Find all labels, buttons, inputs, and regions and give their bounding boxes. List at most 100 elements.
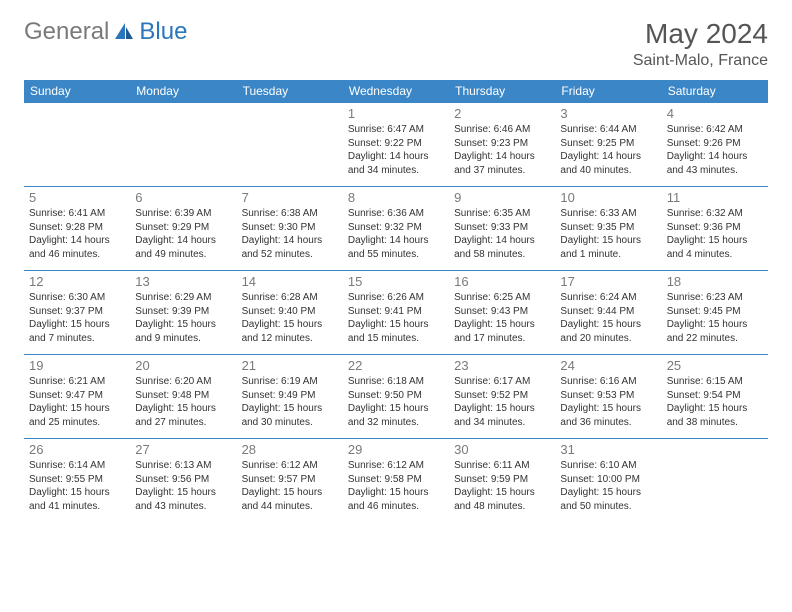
daylight-text: Daylight: 15 hours and 17 minutes. (454, 318, 550, 345)
calendar-cell: 13Sunrise: 6:29 AMSunset: 9:39 PMDayligh… (130, 271, 236, 355)
calendar-cell: 7Sunrise: 6:38 AMSunset: 9:30 PMDaylight… (237, 187, 343, 271)
sail-icon (113, 21, 135, 43)
sunset-text: Sunset: 9:53 PM (560, 389, 656, 403)
sunrise-text: Sunrise: 6:16 AM (560, 375, 656, 389)
sunrise-text: Sunrise: 6:29 AM (135, 291, 231, 305)
sunset-text: Sunset: 9:48 PM (135, 389, 231, 403)
day-number: 18 (667, 274, 763, 289)
calendar-cell (237, 103, 343, 187)
sunrise-text: Sunrise: 6:13 AM (135, 459, 231, 473)
calendar-cell: 23 Sunrise: 6:17 AMSunset: 9:52 PMDayligh… (449, 355, 555, 439)
day-info: Sunrise: 6:44 AMSunset: 9:25 PMDaylight:… (560, 123, 656, 177)
day-info: Sunrise: 6:20 AMSunset: 9:48 PMDaylight:… (135, 375, 231, 429)
sunrise-text: Sunrise: 6:32 AM (667, 207, 763, 221)
day-info: Sunrise: 6:12 AMSunset: 9:57 PMDaylight:… (242, 459, 338, 513)
sunset-text: Sunset: 9:33 PM (454, 221, 550, 235)
daylight-text: Daylight: 15 hours and 34 minutes. (454, 402, 550, 429)
daylight-text: Daylight: 15 hours and 12 minutes. (242, 318, 338, 345)
sunrise-text: Sunrise: 6:46 AM (454, 123, 550, 137)
calendar-cell: 31Sunrise: 6:10 AMSunset: 10:00 PMDaylig… (555, 439, 661, 523)
sunrise-text: Sunrise: 6:28 AM (242, 291, 338, 305)
calendar-cell: 5Sunrise: 6:41 AMSunset: 9:28 PMDaylight… (24, 187, 130, 271)
day-number: 30 (454, 442, 550, 457)
sunrise-text: Sunrise: 6:42 AM (667, 123, 763, 137)
calendar-cell: 25 Sunrise: 6:15 AMSunset: 9:54 PMDayligh… (662, 355, 768, 439)
day-number: 11 (667, 190, 763, 205)
day-info: Sunrise: 6:17 AMSunset: 9:52 PMDaylight:… (454, 375, 550, 429)
day-number: 16 (454, 274, 550, 289)
location-text: Saint-Malo, France (633, 52, 768, 70)
calendar-cell: 22Sunrise: 6:18 AMSunset: 9:50 PMDayligh… (343, 355, 449, 439)
day-info: Sunrise: 6:15 AMSunset: 9:54 PMDaylight:… (667, 375, 763, 429)
day-info: Sunrise: 6:23 AMSunset: 9:45 PMDaylight:… (667, 291, 763, 345)
sunset-text: Sunset: 9:56 PM (135, 473, 231, 487)
sunset-text: Sunset: 9:52 PM (454, 389, 550, 403)
calendar-cell: 15Sunrise: 6:26 AMSunset: 9:41 PMDayligh… (343, 271, 449, 355)
daylight-text: Daylight: 14 hours and 49 minutes. (135, 234, 231, 261)
calendar-cell: 16Sunrise: 6:25 AMSunset: 9:43 PMDayligh… (449, 271, 555, 355)
sunrise-text: Sunrise: 6:10 AM (560, 459, 656, 473)
day-number: 12 (29, 274, 125, 289)
sunset-text: Sunset: 9:26 PM (667, 137, 763, 151)
day-number: 25 (667, 358, 763, 373)
daylight-text: Daylight: 15 hours and 32 minutes. (348, 402, 444, 429)
sunrise-text: Sunrise: 6:24 AM (560, 291, 656, 305)
logo-text-part1: General (24, 18, 109, 46)
daylight-text: Daylight: 15 hours and 43 minutes. (135, 486, 231, 513)
day-header: Monday (130, 80, 236, 103)
day-info: Sunrise: 6:16 AMSunset: 9:53 PMDaylight:… (560, 375, 656, 429)
day-number: 1 (348, 106, 444, 121)
calendar-cell: 14Sunrise: 6:28 AMSunset: 9:40 PMDayligh… (237, 271, 343, 355)
day-info: Sunrise: 6:42 AMSunset: 9:26 PMDaylight:… (667, 123, 763, 177)
daylight-text: Daylight: 15 hours and 44 minutes. (242, 486, 338, 513)
day-info: Sunrise: 6:39 AMSunset: 9:29 PMDaylight:… (135, 207, 231, 261)
day-info: Sunrise: 6:29 AMSunset: 9:39 PMDaylight:… (135, 291, 231, 345)
sunset-text: Sunset: 9:55 PM (29, 473, 125, 487)
sunset-text: Sunset: 9:41 PM (348, 305, 444, 319)
sunrise-text: Sunrise: 6:12 AM (348, 459, 444, 473)
sunrise-text: Sunrise: 6:36 AM (348, 207, 444, 221)
daylight-text: Daylight: 15 hours and 27 minutes. (135, 402, 231, 429)
calendar-cell: 8Sunrise: 6:36 AMSunset: 9:32 PMDaylight… (343, 187, 449, 271)
sunrise-text: Sunrise: 6:41 AM (29, 207, 125, 221)
day-header: Friday (555, 80, 661, 103)
day-info: Sunrise: 6:32 AMSunset: 9:36 PMDaylight:… (667, 207, 763, 261)
sunset-text: Sunset: 9:39 PM (135, 305, 231, 319)
sunset-text: Sunset: 9:49 PM (242, 389, 338, 403)
calendar-cell: 12Sunrise: 6:30 AMSunset: 9:37 PMDayligh… (24, 271, 130, 355)
month-title: May 2024 (633, 18, 768, 50)
day-number: 26 (29, 442, 125, 457)
sunset-text: Sunset: 9:50 PM (348, 389, 444, 403)
daylight-text: Daylight: 14 hours and 40 minutes. (560, 150, 656, 177)
day-number: 15 (348, 274, 444, 289)
daylight-text: Daylight: 15 hours and 25 minutes. (29, 402, 125, 429)
daylight-text: Daylight: 14 hours and 34 minutes. (348, 150, 444, 177)
day-number: 3 (560, 106, 656, 121)
daylight-text: Daylight: 15 hours and 9 minutes. (135, 318, 231, 345)
sunset-text: Sunset: 9:47 PM (29, 389, 125, 403)
calendar-week-row: 26Sunrise: 6:14 AMSunset: 9:55 PMDayligh… (24, 439, 768, 523)
day-header: Sunday (24, 80, 130, 103)
day-number: 28 (242, 442, 338, 457)
daylight-text: Daylight: 15 hours and 36 minutes. (560, 402, 656, 429)
calendar-cell: 26Sunrise: 6:14 AMSunset: 9:55 PMDayligh… (24, 439, 130, 523)
daylight-text: Daylight: 15 hours and 30 minutes. (242, 402, 338, 429)
day-number: 23 (454, 358, 550, 373)
sunrise-text: Sunrise: 6:15 AM (667, 375, 763, 389)
day-info: Sunrise: 6:36 AMSunset: 9:32 PMDaylight:… (348, 207, 444, 261)
calendar-cell (24, 103, 130, 187)
sunset-text: Sunset: 9:25 PM (560, 137, 656, 151)
daylight-text: Daylight: 15 hours and 15 minutes. (348, 318, 444, 345)
page-header: General Blue May 2024 Saint-Malo, France (24, 18, 768, 70)
calendar-table: Sunday Monday Tuesday Wednesday Thursday… (24, 80, 768, 523)
calendar-cell: 17Sunrise: 6:24 AMSunset: 9:44 PMDayligh… (555, 271, 661, 355)
daylight-text: Daylight: 15 hours and 46 minutes. (348, 486, 444, 513)
sunrise-text: Sunrise: 6:18 AM (348, 375, 444, 389)
brand-logo: General Blue (24, 18, 187, 46)
sunset-text: Sunset: 9:54 PM (667, 389, 763, 403)
sunset-text: Sunset: 9:23 PM (454, 137, 550, 151)
day-number: 7 (242, 190, 338, 205)
sunset-text: Sunset: 10:00 PM (560, 473, 656, 487)
day-number: 5 (29, 190, 125, 205)
sunset-text: Sunset: 9:28 PM (29, 221, 125, 235)
